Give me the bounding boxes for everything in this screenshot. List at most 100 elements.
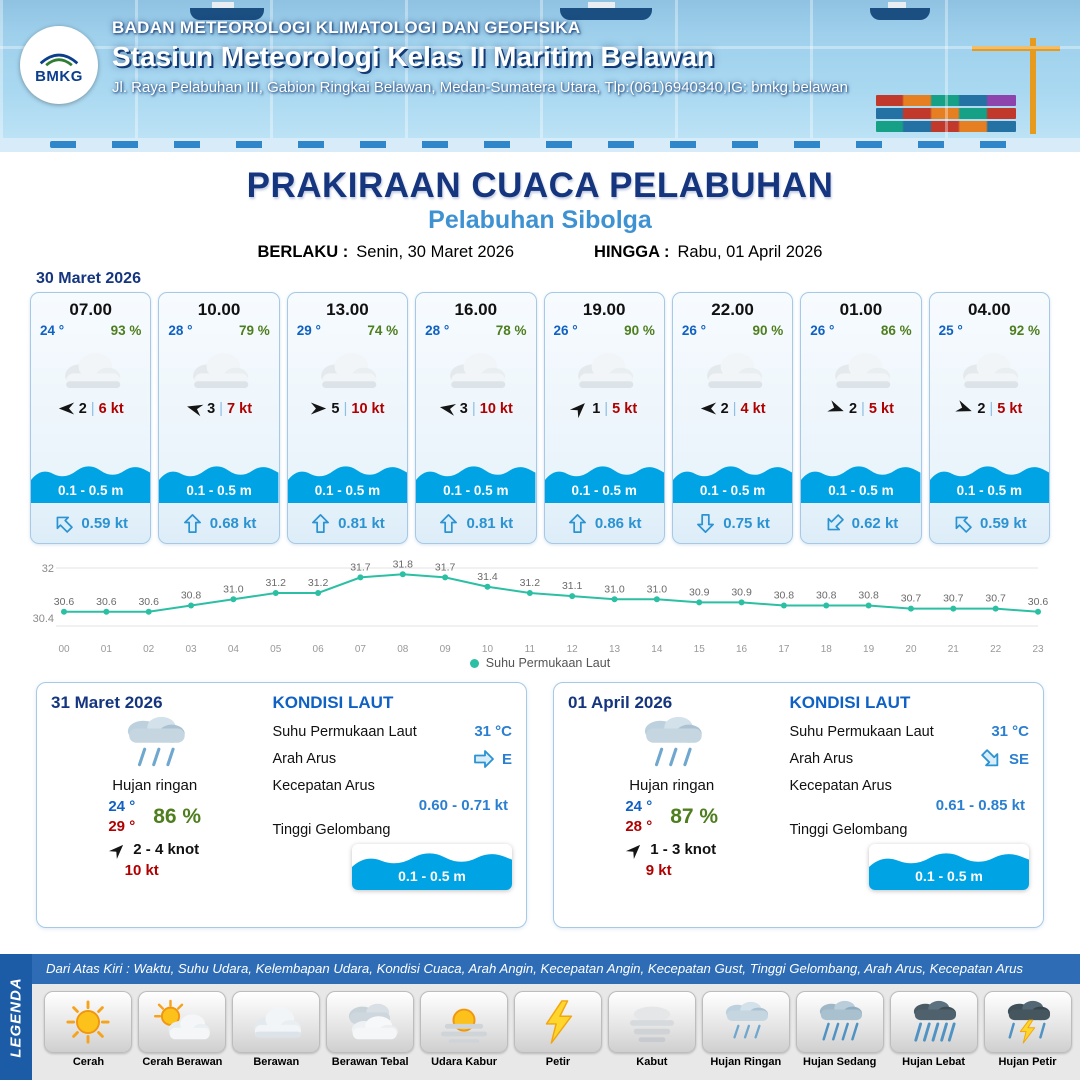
ship-icon xyxy=(870,2,930,20)
sun-icon xyxy=(44,991,133,1053)
wave-icon xyxy=(929,457,1049,503)
day-forecast-box: 01 April 2026 Hujan ringan 24 ° 28 ° 87 … xyxy=(553,682,1044,928)
weather-icon xyxy=(564,343,644,397)
temp-max: 28 ° xyxy=(625,818,653,835)
card-humidity: 93 % xyxy=(110,323,142,338)
legend-item-heavy-rain: Hujan Lebat xyxy=(889,991,978,1080)
clouds-icon xyxy=(326,991,415,1053)
wind-gust: 10 kt xyxy=(351,400,385,417)
current-speed: 0.59 kt xyxy=(979,514,1027,532)
lightning-icon xyxy=(513,991,602,1053)
wave-band: 0.1 - 0.5 m xyxy=(801,457,921,503)
svg-text:07: 07 xyxy=(355,644,367,655)
svg-text:05: 05 xyxy=(270,644,282,655)
wave-icon xyxy=(672,457,793,503)
hingga-value: Rabu, 01 April 2026 xyxy=(677,243,823,261)
weather-icon xyxy=(949,343,1029,397)
current-speed-value: 0.61 - 0.85 kt xyxy=(935,797,1025,814)
current-row: 0.59 kt xyxy=(31,503,150,543)
svg-text:10: 10 xyxy=(482,644,494,655)
card-temp: 26 ° xyxy=(553,323,578,338)
wind-speed: 3 xyxy=(459,400,468,417)
current-speed: 0.81 kt xyxy=(338,514,385,532)
legend-sidebar: LEGENDA xyxy=(0,954,32,1080)
svg-text:11: 11 xyxy=(525,644,536,655)
wind-separator: | xyxy=(732,400,737,417)
forecast-card: 13.00 29 ° 74 % 5 | 10 kt 0.1 - 0.5 m 0.… xyxy=(286,292,409,544)
current-row: 0.62 kt xyxy=(801,503,920,543)
svg-text:21: 21 xyxy=(948,644,960,655)
wind-arrow-icon xyxy=(568,396,592,420)
wind-row: 2 | 5 kt xyxy=(930,400,1049,417)
wind-range: 1 - 3 knot xyxy=(650,841,717,858)
svg-text:31.0: 31.0 xyxy=(223,583,244,595)
legend-sidebar-label: LEGENDA xyxy=(7,976,25,1058)
svg-text:23: 23 xyxy=(1032,644,1044,655)
svg-text:30.8: 30.8 xyxy=(774,590,795,602)
current-speed: 0.86 kt xyxy=(594,514,642,532)
sst-chart-plot: 3230.430.60030.60130.60230.80331.00431.2… xyxy=(33,558,1049,655)
card-time: 01.00 xyxy=(839,300,883,319)
card-humidity: 79 % xyxy=(238,323,270,338)
chart-legend: Suhu Permukaan Laut xyxy=(26,656,1054,670)
legend-item-light-rain: Hujan Ringan xyxy=(701,991,790,1080)
wave-height: 0.1 - 0.5 m xyxy=(314,483,381,498)
wind-row: 3 | 7 kt xyxy=(159,400,278,417)
legend-item-sun-cloud: Cerah Berawan xyxy=(138,991,227,1080)
wind-row: 1 - 3 knot xyxy=(626,841,717,859)
card-time: 22.00 xyxy=(711,300,754,319)
card-temp: 29 ° xyxy=(296,323,321,338)
svg-text:16: 16 xyxy=(736,644,748,655)
wave-height-label: Tinggi Gelombang xyxy=(789,822,908,838)
legend-series-name: Suhu Permukaan Laut xyxy=(485,656,611,670)
card-time: 07.00 xyxy=(69,300,112,319)
card-humidity: 90 % xyxy=(624,323,655,338)
svg-text:30.9: 30.9 xyxy=(731,586,752,598)
weather-icon xyxy=(693,343,773,397)
current-dir-value: SE xyxy=(1008,750,1029,768)
day-date: 31 Maret 2026 xyxy=(51,693,163,712)
wind-range: 2 - 4 knot xyxy=(133,841,200,858)
thunderstorm-icon xyxy=(983,991,1072,1053)
wind-gust: 10 kt xyxy=(479,400,513,417)
legend-section: LEGENDA Dari Atas Kiri : Waktu, Suhu Uda… xyxy=(0,954,1080,1080)
station-name: Stasiun Meteorologi Kelas II Maritim Bel… xyxy=(112,41,715,72)
wave-icon xyxy=(159,457,279,503)
svg-text:31.2: 31.2 xyxy=(520,577,541,589)
wave-band: 0.1 - 0.5 m xyxy=(544,457,664,503)
wind-row: 2 - 4 knot xyxy=(109,841,200,859)
wind-gust: 7 kt xyxy=(227,400,253,417)
current-dir-label: Arah Arus xyxy=(789,751,854,767)
svg-text:12: 12 xyxy=(567,644,579,655)
dock-strip xyxy=(0,138,1080,152)
svg-text:31.2: 31.2 xyxy=(308,577,329,589)
svg-text:20: 20 xyxy=(905,644,917,655)
wind-speed: 2 xyxy=(848,400,858,417)
wind-gust: 5 kt xyxy=(868,400,894,417)
card-temp: 28 ° xyxy=(168,323,193,338)
legend-item-clouds: Berawan Tebal xyxy=(326,991,415,1080)
wave-icon xyxy=(869,844,1029,890)
svg-text:19: 19 xyxy=(863,644,875,655)
legend-marker-icon xyxy=(469,658,479,668)
current-row: 0.75 kt xyxy=(673,503,792,543)
card-time: 10.00 xyxy=(197,300,241,319)
svg-text:13: 13 xyxy=(609,644,621,655)
legend-item-fog: Kabut xyxy=(607,991,696,1080)
berlaku-value: Senin, 30 Maret 2026 xyxy=(356,243,515,261)
svg-text:17: 17 xyxy=(778,644,790,655)
wind-separator: | xyxy=(471,400,476,417)
svg-text:15: 15 xyxy=(694,644,706,655)
legend-label: Hujan Lebat xyxy=(902,1056,966,1068)
wind-gust: 5 kt xyxy=(612,400,638,417)
condition-label: Hujan ringan xyxy=(112,777,198,794)
svg-text:30.6: 30.6 xyxy=(54,596,75,608)
legend-label: Hujan Sedang xyxy=(803,1056,877,1068)
forecast-card: 22.00 26 ° 90 % 2 | 4 kt 0.1 - 0.5 m 0.7… xyxy=(671,292,794,544)
berlaku-group: BERLAKU : Senin, 30 Maret 2026 xyxy=(258,243,515,262)
wave-band: 0.1 - 0.5 m xyxy=(31,457,151,503)
weather-icon xyxy=(307,343,387,397)
wind-speed: 2 xyxy=(78,400,87,417)
day-forecast-box: 31 Maret 2026 Hujan ringan 24 ° 29 ° 86 … xyxy=(36,682,527,928)
